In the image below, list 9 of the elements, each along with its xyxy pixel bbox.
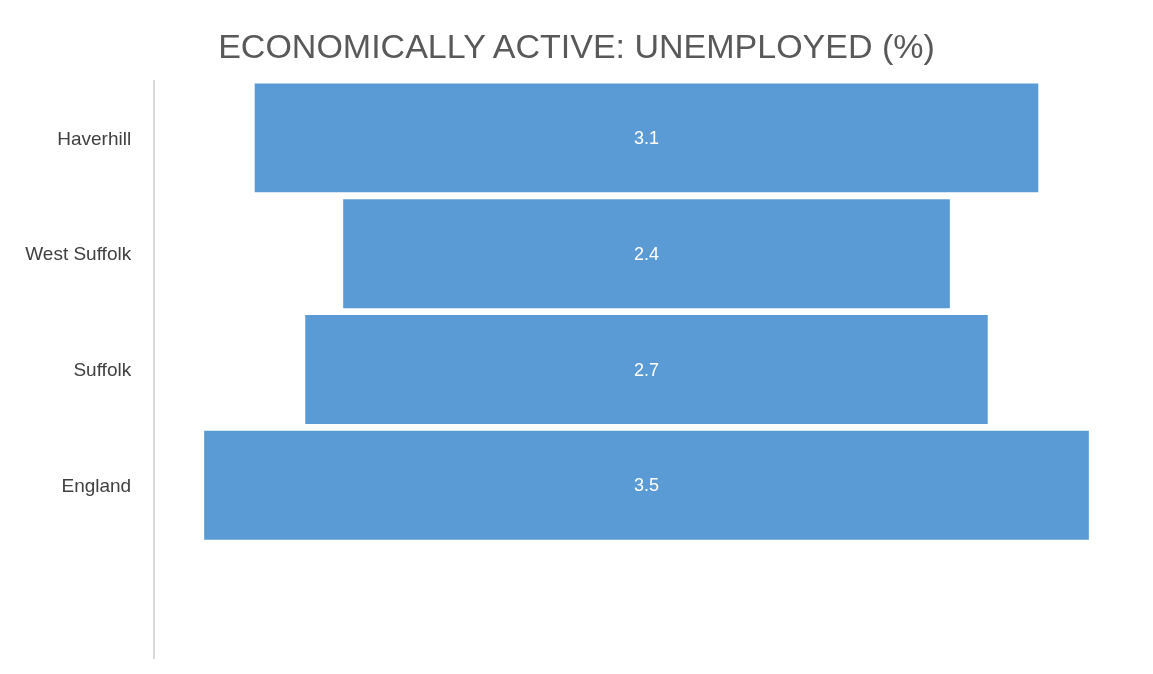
category-label: West Suffolk	[25, 243, 132, 265]
category-label: Haverhill	[57, 127, 132, 149]
text: ECONOMICALLY ACTIVE: UNEMPLOYED (%)	[218, 26, 935, 65]
category-label: Suffolk	[73, 359, 132, 381]
data-label: 3.1	[633, 127, 660, 148]
data-label: 2.7	[633, 359, 660, 380]
data-label: 2.4	[633, 243, 660, 264]
data-label: 3.5	[633, 475, 660, 496]
category-label: England	[61, 474, 132, 496]
